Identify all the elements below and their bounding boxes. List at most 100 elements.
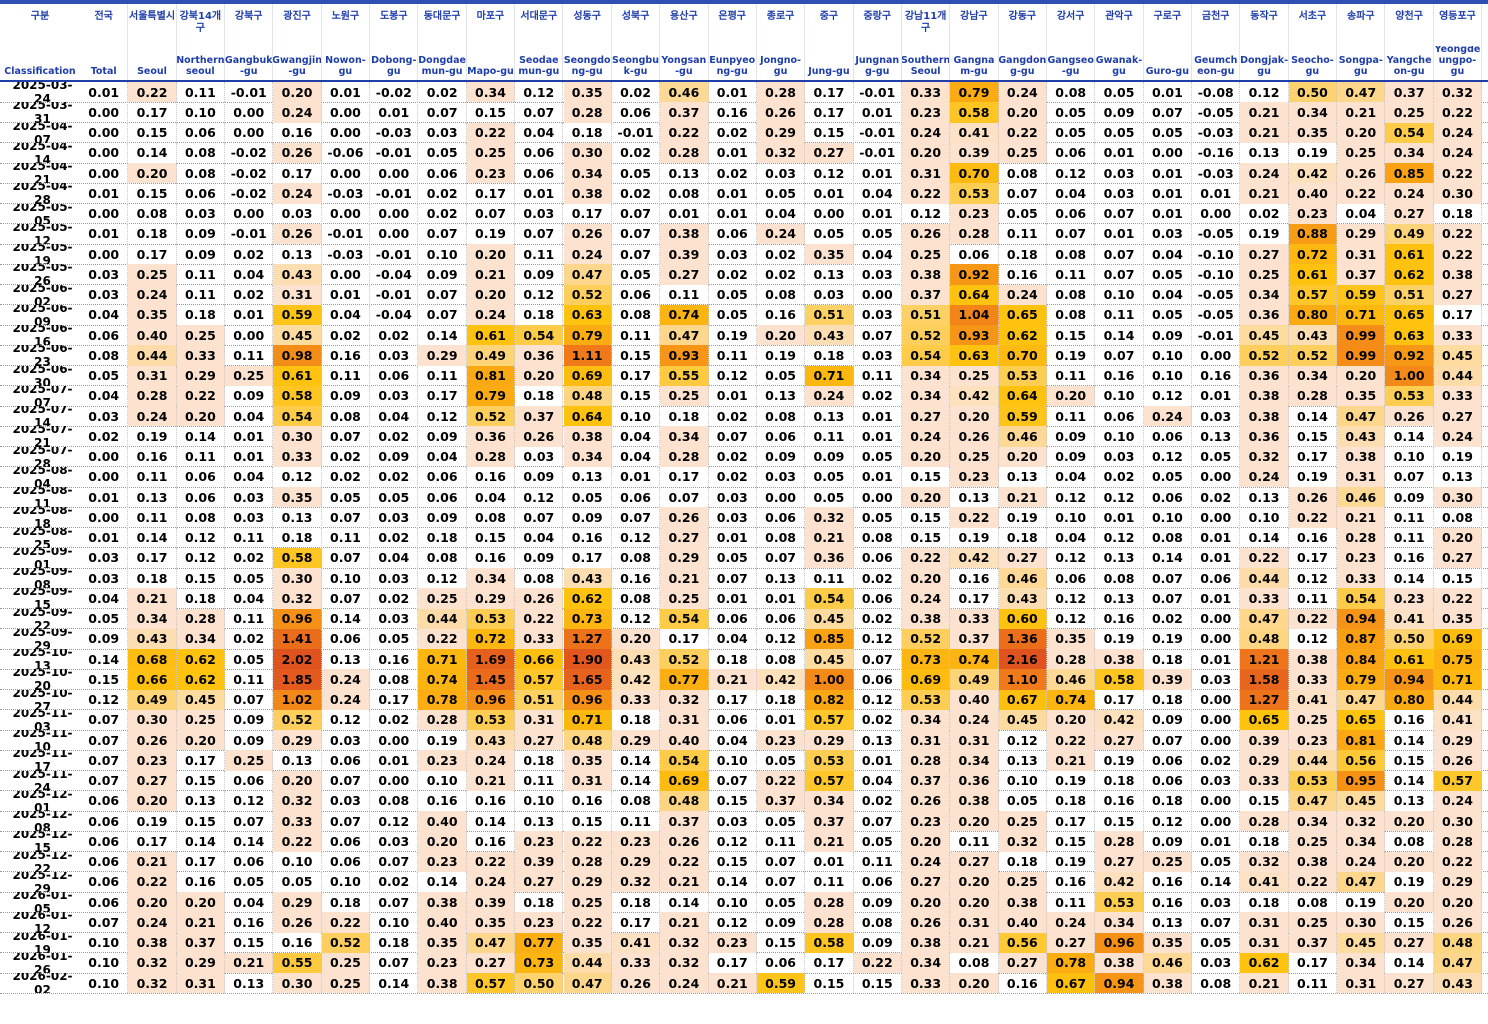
- table-cell[interactable]: 0.03: [854, 304, 902, 325]
- table-cell[interactable]: 0.39: [660, 244, 709, 265]
- table-cell[interactable]: 0.07: [1385, 466, 1434, 487]
- table-cell[interactable]: 0.03: [854, 345, 902, 366]
- table-cell[interactable]: 0.17: [1095, 689, 1144, 710]
- table-cell[interactable]: -0.01: [854, 142, 902, 163]
- table-cell[interactable]: 0.07: [660, 487, 709, 508]
- table-cell[interactable]: 0.18: [1240, 892, 1289, 913]
- table-cell[interactable]: 0.12: [80, 689, 129, 710]
- table-cell[interactable]: 0.05: [1047, 102, 1096, 123]
- table-cell[interactable]: 0.33: [515, 628, 564, 649]
- table-cell[interactable]: 0.05: [612, 264, 661, 285]
- table-cell[interactable]: 0.11: [709, 345, 757, 366]
- table-cell[interactable]: 0.05: [564, 487, 612, 508]
- table-cell[interactable]: 0.00: [80, 142, 129, 163]
- table-cell[interactable]: 0.06: [418, 466, 467, 487]
- table-cell[interactable]: 0.16: [950, 568, 999, 589]
- table-cell[interactable]: 0.40: [998, 912, 1047, 933]
- row-date[interactable]: 2025-09-29: [12, 628, 73, 649]
- table-cell[interactable]: 0.07: [322, 770, 371, 791]
- table-cell[interactable]: 0.48: [1240, 628, 1289, 649]
- table-cell[interactable]: 0.22: [563, 912, 612, 933]
- table-cell[interactable]: 0.08: [1289, 892, 1338, 913]
- table-cell[interactable]: 0.17: [1047, 811, 1096, 832]
- table-cell[interactable]: 0.31: [1337, 973, 1386, 994]
- table-cell[interactable]: 0.23: [1337, 547, 1386, 568]
- table-cell[interactable]: 0.30: [563, 142, 612, 163]
- table-cell[interactable]: 0.05: [1144, 264, 1193, 285]
- row-date[interactable]: 2025-12-15: [12, 831, 73, 852]
- table-cell[interactable]: 0.03: [1144, 223, 1193, 244]
- table-cell[interactable]: 0.25: [1288, 709, 1338, 730]
- table-cell[interactable]: 0.21: [176, 912, 226, 933]
- row-date[interactable]: 2025-06-16: [12, 325, 73, 346]
- table-cell[interactable]: 0.06: [80, 325, 129, 346]
- table-cell[interactable]: -0.03: [1192, 122, 1241, 143]
- table-cell[interactable]: 0.09: [757, 912, 806, 933]
- table-cell[interactable]: 0.24: [998, 82, 1047, 103]
- table-cell[interactable]: 0.20: [273, 82, 322, 103]
- row-date[interactable]: 2025-08-04: [12, 466, 73, 487]
- table-cell[interactable]: 0.22: [128, 871, 177, 892]
- row-date[interactable]: 2025-05-12: [12, 223, 73, 244]
- table-cell[interactable]: 0.28: [1337, 527, 1386, 548]
- table-cell[interactable]: 0.35: [1433, 608, 1483, 629]
- table-cell[interactable]: 0.01: [1095, 223, 1144, 244]
- table-cell[interactable]: 0.06: [80, 851, 129, 872]
- table-cell[interactable]: 0.17: [660, 466, 709, 487]
- table-cell[interactable]: 0.20: [950, 406, 999, 427]
- table-cell[interactable]: 0.52: [1288, 345, 1338, 366]
- table-cell[interactable]: 0.20: [176, 406, 226, 427]
- table-cell[interactable]: 0.14: [1192, 871, 1241, 892]
- row-date[interactable]: 2026-01-26: [12, 952, 73, 973]
- table-cell[interactable]: 0.07: [515, 507, 564, 528]
- table-cell[interactable]: 0.08: [1144, 527, 1193, 548]
- table-cell[interactable]: 0.43: [128, 628, 177, 649]
- table-cell[interactable]: 0.07: [612, 223, 661, 244]
- table-cell[interactable]: 0.00: [805, 203, 854, 224]
- table-cell[interactable]: 0.21: [128, 851, 177, 872]
- table-cell[interactable]: 1.90: [563, 649, 612, 670]
- table-cell[interactable]: 0.04: [854, 183, 902, 204]
- table-cell[interactable]: 0.00: [225, 122, 274, 143]
- table-cell[interactable]: 0.39: [950, 142, 999, 163]
- table-cell[interactable]: 0.10: [273, 851, 322, 872]
- table-cell[interactable]: 0.08: [80, 345, 129, 366]
- table-cell[interactable]: 0.11: [128, 507, 177, 528]
- table-cell[interactable]: 0.05: [757, 811, 806, 832]
- table-cell[interactable]: 0.17: [467, 183, 516, 204]
- table-cell[interactable]: 0.05: [612, 163, 661, 184]
- table-cell[interactable]: 0.38: [950, 790, 999, 811]
- table-cell[interactable]: 0.41: [1433, 709, 1483, 730]
- table-cell[interactable]: 0.16: [757, 304, 806, 325]
- table-cell[interactable]: 0.07: [418, 102, 467, 123]
- table-cell[interactable]: 0.05: [709, 284, 757, 305]
- table-cell[interactable]: 0.24: [128, 912, 177, 933]
- table-cell[interactable]: 0.06: [370, 365, 419, 386]
- table-cell[interactable]: 0.07: [80, 730, 129, 751]
- table-cell[interactable]: 0.28: [466, 446, 516, 467]
- table-cell[interactable]: 0.01: [854, 203, 902, 224]
- table-cell[interactable]: 0.45: [1433, 345, 1483, 366]
- table-cell[interactable]: 0.07: [709, 770, 757, 791]
- table-cell[interactable]: 0.34: [1288, 102, 1338, 123]
- table-cell[interactable]: 0.22: [1433, 244, 1483, 265]
- table-cell[interactable]: -0.01: [854, 122, 902, 143]
- table-cell[interactable]: 0.02: [370, 709, 419, 730]
- table-cell[interactable]: 0.28: [660, 142, 709, 163]
- table-cell[interactable]: 0.28: [563, 851, 612, 872]
- table-cell[interactable]: 0.07: [418, 304, 467, 325]
- table-cell[interactable]: 0.19: [1047, 851, 1096, 872]
- table-cell[interactable]: 0.28: [1047, 649, 1096, 670]
- table-cell[interactable]: 0.42: [1095, 709, 1144, 730]
- table-cell[interactable]: 0.15: [1240, 790, 1289, 811]
- table-cell[interactable]: 0.26: [756, 102, 806, 123]
- table-cell[interactable]: 0.37: [950, 628, 999, 649]
- table-cell[interactable]: 0.20: [1337, 122, 1386, 143]
- table-cell[interactable]: 0.06: [225, 770, 274, 791]
- table-cell[interactable]: 0.34: [950, 750, 999, 771]
- table-cell[interactable]: 0.16: [999, 264, 1047, 285]
- table-cell[interactable]: 0.15: [612, 385, 661, 406]
- table-cell[interactable]: 0.19: [1144, 628, 1193, 649]
- table-cell[interactable]: 0.20: [901, 142, 951, 163]
- table-cell[interactable]: 0.34: [901, 365, 951, 386]
